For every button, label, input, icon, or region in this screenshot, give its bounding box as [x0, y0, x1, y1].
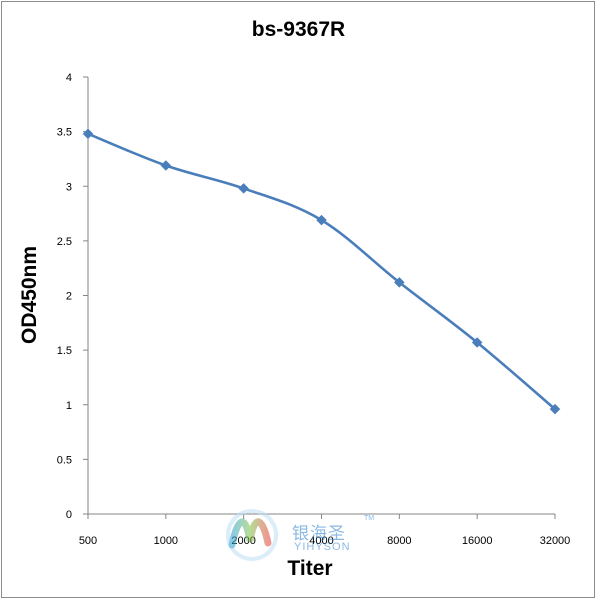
data-point-marker: [238, 183, 250, 194]
data-point-marker: [393, 277, 405, 288]
y-tick-label: 2: [66, 291, 72, 303]
x-tick-label: 16000: [462, 535, 493, 547]
y-tick-label: 2.5: [57, 236, 72, 248]
y-tick-label: 3: [66, 181, 72, 193]
y-axis-title: OD450nm: [18, 246, 41, 344]
x-tick-label: 32000: [540, 535, 571, 547]
axes: [83, 76, 556, 519]
y-tick-labels: 0 0.5 1 1.5 2 2.5 3 3.5 4: [57, 72, 72, 521]
data-point-marker: [471, 337, 483, 348]
y-tick-label: 4: [66, 72, 72, 84]
series-group: [82, 128, 561, 415]
watermark-tm: TM: [364, 515, 375, 522]
data-point-marker: [82, 128, 94, 140]
x-tick-label: 500: [79, 535, 97, 547]
watermark-cn-text: 银海圣: [292, 524, 346, 544]
x-tick-label: 1000: [154, 535, 178, 547]
y-tick-label: 3.5: [57, 127, 72, 139]
y-tick-label: 1: [66, 400, 72, 412]
chart-title: bs-9367R: [251, 18, 346, 41]
watermark-en-text: YIHYSON: [294, 541, 351, 553]
x-tick-label: 8000: [387, 535, 411, 547]
x-tick-label: 4000: [309, 535, 333, 547]
data-point-marker: [160, 160, 172, 171]
y-tick-label: 1.5: [57, 345, 72, 357]
data-point-marker: [316, 214, 327, 226]
watermark-wave-icon: [226, 509, 278, 561]
watermark-logo: 银海圣 TM YIHYSON: [222, 505, 382, 565]
x-axis-title: Titer: [287, 557, 332, 580]
series-line: [87, 132, 556, 411]
y-tick-label: 0.5: [57, 454, 72, 466]
data-point-marker: [549, 403, 561, 415]
y-tick-label: 0: [66, 509, 72, 521]
